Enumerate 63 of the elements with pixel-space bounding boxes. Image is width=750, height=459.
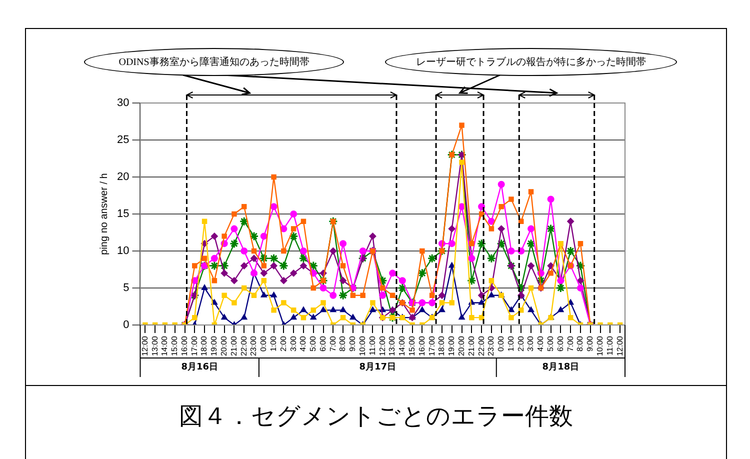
x-tick-label: 22:00: [239, 335, 248, 356]
x-tick-label: 8:00: [338, 335, 348, 352]
x-tick-label: 11:00: [368, 335, 377, 356]
y-tick-label: 5: [123, 282, 130, 294]
x-tick-label: 20:00: [456, 335, 466, 356]
x-tick-label: 9:00: [586, 335, 595, 352]
x-tick-label: 5:00: [308, 335, 318, 352]
x-tick-label: 15:00: [170, 335, 180, 356]
y-axis-title: ping no answer / h: [98, 173, 110, 255]
x-tick-label: 9:00: [348, 335, 358, 352]
text: 8月16日: [181, 361, 218, 372]
y-tick-label: 20: [116, 171, 130, 184]
x-tick-label: 17:00: [427, 335, 436, 356]
x-tick-label: 0:00: [496, 335, 506, 352]
y-tick-label: 10: [116, 245, 130, 258]
x-tick-label: 19:00: [447, 335, 456, 356]
x-tick-label: 23:00: [249, 335, 258, 356]
x-tick-label: 21:00: [229, 335, 238, 356]
x-tick-label: 12:00: [378, 335, 387, 356]
x-tick-label: 18:00: [437, 335, 446, 356]
y-tick-label: 15: [116, 208, 130, 220]
x-tick-label: 2:00: [278, 335, 288, 352]
x-tick-label: 1:00: [268, 335, 278, 352]
x-tick-label: 13:00: [388, 335, 397, 356]
text: 8月18日: [542, 361, 580, 372]
x-tick-label: 17:00: [190, 335, 199, 356]
x-tick-label: 16:00: [417, 335, 426, 356]
x-tick-label: 1:00: [506, 335, 516, 352]
x-tick-label: 12:00: [615, 335, 624, 356]
x-tick-label: 3:00: [288, 335, 298, 352]
x-tick-label: 18:00: [200, 335, 209, 356]
x-tick-label: 4:00: [536, 335, 546, 352]
x-tick-label: 3:00: [526, 335, 536, 352]
y-tick-label: 0: [123, 319, 130, 332]
x-tick-label: 23:00: [486, 335, 496, 356]
x-tick-label: 14:00: [398, 335, 407, 356]
x-tick-label: 10:00: [358, 335, 368, 356]
x-tick-label: 13:00: [150, 335, 160, 356]
text: レーザー研でトラブルの報告が特に多かった時間帯: [385, 48, 677, 76]
x-tick-label: 6:00: [318, 335, 328, 352]
x-tick-label: 21:00: [466, 335, 476, 356]
x-tick-label: 12:00: [140, 335, 150, 356]
text: 図４．セグメントごとのエラー件数: [25, 385, 727, 432]
x-tick-label: 5:00: [546, 335, 556, 352]
x-tick-label: 2:00: [516, 335, 526, 352]
x-tick-label: 6:00: [556, 335, 565, 352]
x-tick-label: 15:00: [408, 335, 416, 356]
x-tick-label: 19:00: [210, 335, 219, 356]
x-tick-label: 8:00: [576, 335, 585, 352]
x-tick-label: 7:00: [566, 335, 575, 352]
x-tick-label: 14:00: [160, 335, 170, 356]
x-tick-label: 22:00: [476, 335, 486, 356]
text: ODINS事務室から障害通知のあった時間帯: [84, 48, 344, 76]
text: 8月17日: [359, 361, 396, 372]
x-tick-label: 0:00: [259, 335, 268, 352]
y-tick-label: 30: [116, 97, 130, 110]
x-tick-label: 11:00: [605, 335, 614, 356]
x-tick-label: 10:00: [595, 335, 604, 356]
x-tick-label: 20:00: [220, 335, 229, 356]
y-tick-label: 25: [116, 134, 130, 146]
x-tick-label: 4:00: [298, 335, 308, 352]
x-tick-label: 7:00: [328, 335, 338, 352]
x-tick-label: 16:00: [180, 335, 189, 356]
